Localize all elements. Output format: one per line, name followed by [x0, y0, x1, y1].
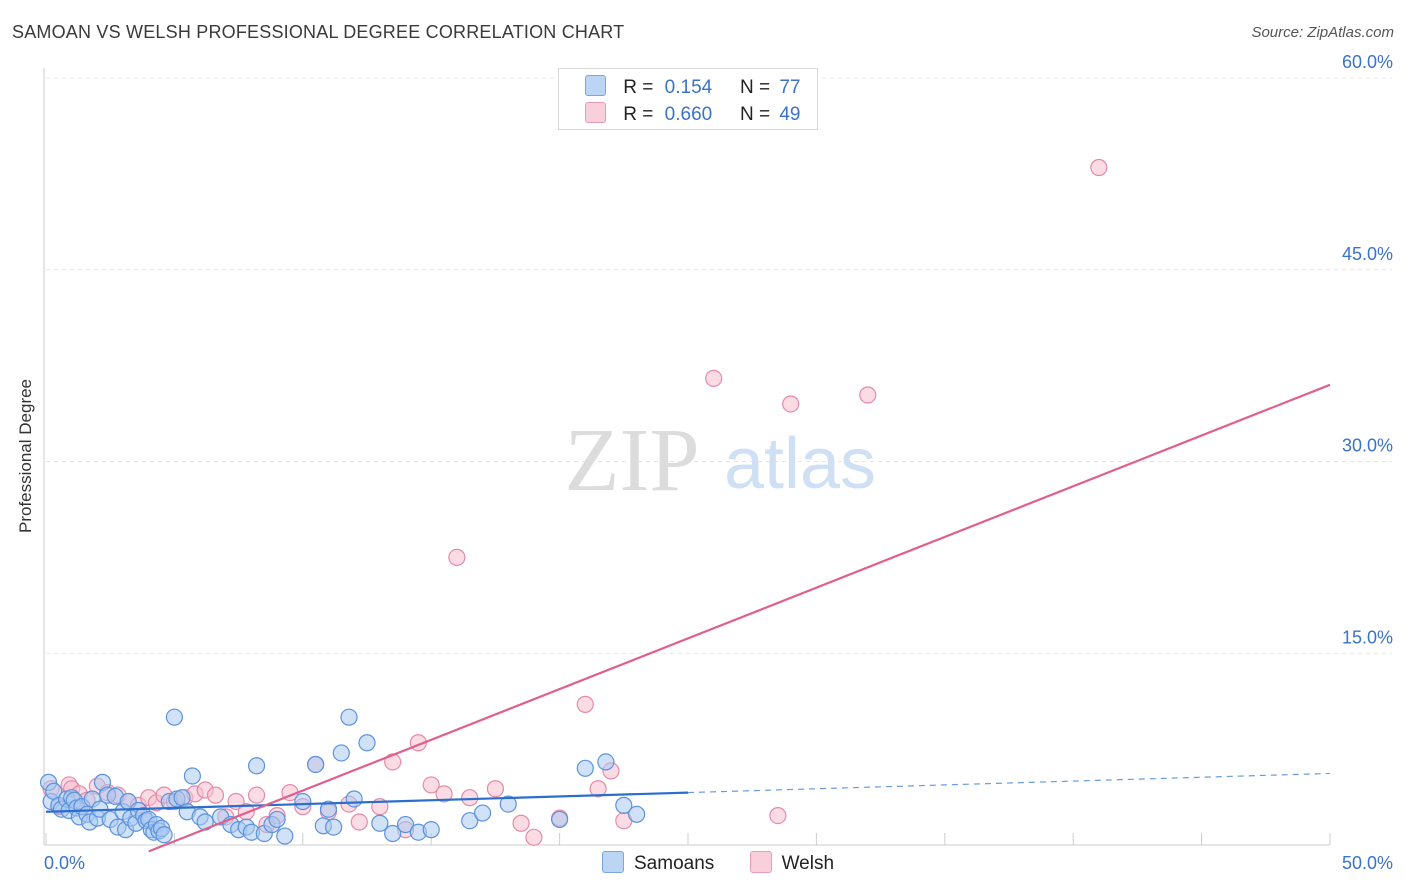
samoans-point	[628, 805, 646, 823]
samoans-point	[340, 708, 358, 726]
welsh-point	[589, 780, 607, 798]
y-tick-label: 15.0%	[1342, 627, 1393, 647]
samoans-point	[576, 759, 594, 777]
legend-item-welsh[interactable]: Welsh	[749, 851, 835, 875]
samoans-r-label: R =	[623, 77, 654, 98]
welsh-point	[1090, 158, 1108, 177]
welsh-point	[782, 395, 800, 413]
grid	[46, 77, 1392, 654]
chart-title: SAMOAN VS WELSH PROFESSIONAL DEGREE CORR…	[12, 22, 625, 42]
axes	[43, 68, 1331, 846]
correlation-legend: R = 0.154 N = 77 R = 0.660 N = 49	[558, 68, 818, 130]
samoans-n-value: 77	[779, 77, 801, 98]
samoans-point	[276, 827, 294, 845]
samoans-point	[371, 814, 389, 832]
samoans-point	[422, 821, 440, 839]
samoans-point	[183, 767, 201, 785]
samoans-point	[319, 800, 338, 818]
samoans-legend-swatch	[602, 851, 624, 873]
welsh-point	[206, 786, 225, 804]
legend-item-samoans[interactable]: Samoans	[602, 851, 714, 875]
welsh-point	[525, 828, 543, 846]
samoans-point	[247, 757, 266, 775]
welsh-point	[769, 806, 787, 825]
watermark-atlas: atlas	[724, 424, 876, 504]
welsh-swatch	[585, 102, 606, 123]
y-axis-label: Professional Degree	[16, 378, 35, 534]
welsh-point	[859, 386, 877, 404]
samoans-r-value: 0.154	[664, 77, 713, 98]
welsh-point	[448, 548, 466, 566]
welsh-n-label: N =	[739, 104, 771, 125]
samoans-trend-extension	[687, 772, 1331, 794]
samoans-point	[345, 790, 363, 808]
tick-labels: 15.0% 30.0% 45.0% 60.0% 0.0% 50.0%	[44, 52, 1393, 873]
samoans-point	[358, 734, 376, 752]
samoans-point	[597, 753, 615, 771]
samoans-point	[550, 810, 569, 829]
samoans-point	[615, 796, 633, 814]
welsh-r-label: R =	[623, 104, 654, 125]
welsh-point	[486, 780, 504, 798]
samoans-n-label: N =	[739, 77, 771, 98]
welsh-point	[435, 785, 453, 803]
y-tick-label: 45.0%	[1342, 244, 1393, 264]
samoans-swatch	[585, 75, 606, 96]
welsh-r-value: 0.660	[664, 104, 713, 125]
x-tick-label-min: 0.0%	[44, 853, 85, 873]
samoans-point	[325, 818, 343, 836]
samoans-point	[294, 792, 312, 811]
welsh-trend-line	[148, 383, 1331, 853]
samoans-point	[165, 708, 183, 726]
samoans-point	[499, 795, 517, 813]
welsh-point	[461, 789, 479, 807]
samoans-point	[461, 812, 479, 830]
samoans-point	[268, 810, 286, 829]
welsh-point	[247, 786, 266, 804]
welsh-legend-swatch	[749, 851, 772, 873]
welsh-point	[576, 695, 594, 713]
series-legend: Samoans Welsh	[602, 851, 864, 875]
welsh-legend-label: Welsh	[781, 853, 835, 874]
samoans-point	[384, 824, 402, 843]
y-tick-label: 60.0%	[1342, 52, 1393, 72]
samoans-point	[473, 804, 492, 822]
trend-lines	[45, 383, 1331, 853]
welsh-point	[422, 776, 440, 794]
samoans-point	[155, 826, 173, 844]
welsh-point	[705, 369, 723, 388]
welsh-point	[512, 814, 530, 832]
samoans-point	[332, 744, 350, 762]
samoans-legend-label: Samoans	[634, 853, 715, 874]
legend-row-samoans: R = 0.154 N = 77	[585, 75, 800, 99]
samoans-point	[307, 755, 325, 774]
welsh-point	[350, 813, 368, 831]
samoans-point	[396, 815, 415, 834]
data-points	[39, 158, 1108, 846]
welsh-n-value: 49	[779, 104, 801, 125]
x-tick-label-max: 50.0%	[1342, 853, 1393, 873]
y-tick-label: 30.0%	[1342, 436, 1393, 456]
legend-row-welsh: R = 0.660 N = 49	[585, 102, 800, 126]
watermark-zip: ZIP	[565, 411, 700, 510]
source-label: Source: ZipAtlas.com	[1251, 24, 1394, 41]
samoans-trend-line	[45, 791, 689, 813]
